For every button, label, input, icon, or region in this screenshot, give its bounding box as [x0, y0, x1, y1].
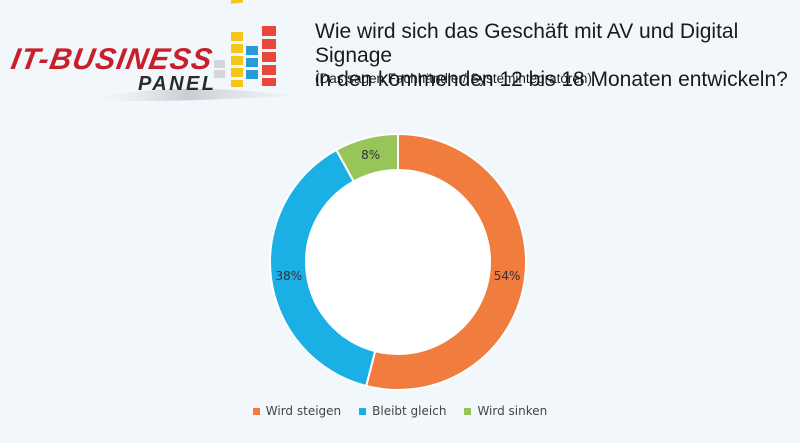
logo-text-panel: PANEL [138, 73, 214, 95]
donut-hole [306, 170, 490, 354]
data-label: 54% [493, 268, 521, 283]
legend-item-wird-sinken[interactable]: Wird sinken [464, 404, 547, 418]
logo-bars-icon [214, 0, 276, 87]
legend-swatch-blue-icon [359, 407, 367, 415]
chart-title-line-1: Wie wird sich das Geschäft mit AV und Di… [315, 20, 739, 67]
data-label: 8% [361, 148, 381, 163]
logo-text-it-business: IT-BUSINESS [9, 43, 215, 76]
legend-item-wird-steigen[interactable]: Wird steigen [252, 404, 342, 418]
legend-label: Wird sinken [477, 404, 548, 418]
legend-swatch-green-icon [464, 407, 472, 415]
it-business-panel-logo: IT-BUSINESS PANEL [9, 0, 295, 101]
chart-title-line-2: in den kommenden 12 bis 18 Monaten entwi… [315, 68, 788, 91]
chart-subtitle: (Das sagen Fachhändler/ Systemintegrator… [315, 71, 592, 86]
chart-title: Wie wird sich das Geschäft mit AV und Di… [315, 20, 795, 92]
legend-item-bleibt-gleich[interactable]: Bleibt gleich [359, 404, 446, 418]
legend-label: Bleibt gleich [372, 404, 447, 418]
legend-swatch-orange-icon [252, 407, 260, 415]
data-label: 38% [275, 268, 303, 283]
legend-label: Wird steigen [265, 404, 342, 418]
chart-legend: Wird steigen Bleibt gleich Wird sinken [0, 404, 800, 418]
